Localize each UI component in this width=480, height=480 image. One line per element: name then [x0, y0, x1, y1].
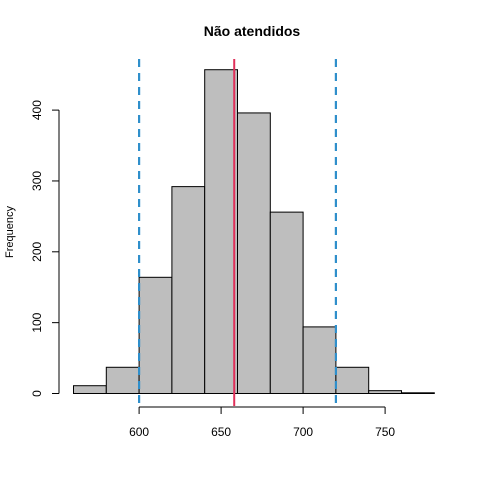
histogram-bar-7: [302, 326, 337, 394]
histogram-bar-1: [105, 366, 140, 394]
y-tick-label-1: 100: [30, 312, 44, 332]
histogram-bar-8: [335, 366, 370, 394]
x-tick-label-3: 750: [375, 425, 395, 439]
y-tick-label-3: 300: [30, 171, 44, 191]
histogram-bar-2: [138, 276, 173, 394]
y-tick-label-0: 0: [30, 390, 44, 397]
y-axis: 0 100 200 300 400: [30, 100, 60, 397]
histogram-bar-9: [368, 390, 403, 394]
histogram-bar-0: [73, 385, 107, 395]
bars-group: [73, 69, 435, 395]
chart-title: Não atendidos: [204, 23, 301, 39]
x-tick-label-1: 650: [211, 425, 231, 439]
histogram-bar-6: [269, 211, 304, 394]
histogram-bar-3: [171, 186, 206, 394]
x-axis: 600 650 700 750: [129, 406, 395, 439]
y-tick-label-2: 200: [30, 241, 44, 261]
histogram-bar-4: [204, 69, 238, 394]
reference-lines-group: [138, 59, 337, 406]
x-tick-label-0: 600: [129, 425, 149, 439]
y-tick-label-4: 400: [30, 100, 44, 120]
histogram-bar-10: [401, 392, 435, 395]
x-tick-label-2: 700: [293, 425, 313, 439]
histogram-bar-5: [237, 112, 271, 395]
y-axis-label: Frequency: [4, 206, 16, 258]
